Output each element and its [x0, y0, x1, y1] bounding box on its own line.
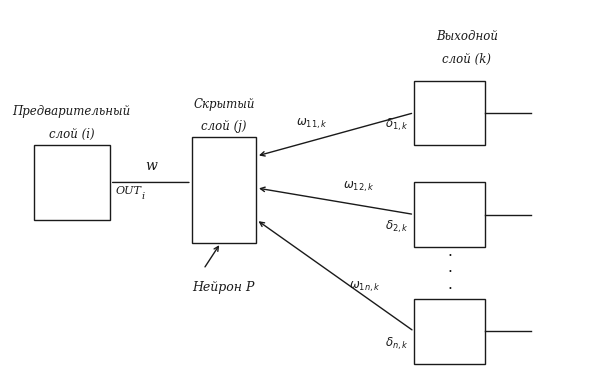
- Text: ·
·
·: · · ·: [447, 249, 452, 297]
- Text: OUT: OUT: [116, 186, 142, 196]
- Text: $\omega_{12,k}$: $\omega_{12,k}$: [343, 179, 374, 194]
- Bar: [414, 81, 485, 145]
- Text: $\omega_{1n,k}$: $\omega_{1n,k}$: [349, 279, 380, 294]
- Bar: [34, 145, 110, 220]
- Bar: [414, 299, 485, 364]
- Text: Скрытый: Скрытый: [193, 98, 254, 111]
- Bar: [414, 182, 485, 247]
- Text: $\delta_{1,k}$: $\delta_{1,k}$: [385, 116, 408, 133]
- Text: слой (k): слой (k): [443, 52, 491, 65]
- Bar: [192, 137, 256, 243]
- Text: i: i: [142, 192, 145, 201]
- Text: Нейрон P: Нейрон P: [192, 280, 254, 293]
- Text: слой (i): слой (i): [49, 128, 95, 141]
- Text: Предварительный: Предварительный: [13, 105, 131, 118]
- Text: w: w: [145, 159, 157, 173]
- Text: $\delta_{n,k}$: $\delta_{n,k}$: [385, 335, 408, 352]
- Text: $\omega_{11,k}$: $\omega_{11,k}$: [296, 116, 327, 131]
- Text: Выходной: Выходной: [436, 30, 498, 43]
- Text: слой (j): слой (j): [201, 120, 247, 133]
- Text: $\delta_{2,k}$: $\delta_{2,k}$: [385, 218, 408, 235]
